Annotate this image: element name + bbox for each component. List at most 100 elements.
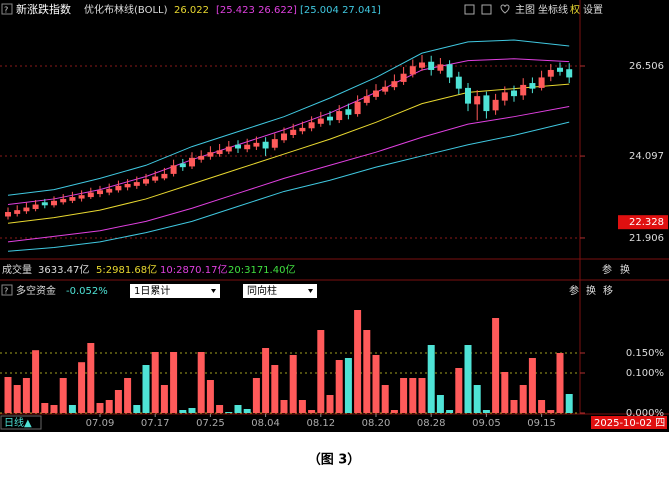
bar [142,365,150,413]
button[interactable]: 参 [569,284,579,297]
volume-item: 3633.47亿 [38,263,89,276]
candle-body [133,182,140,186]
period[interactable]: 日线▲ [4,416,32,429]
candle-body [419,62,425,68]
period-box[interactable] [0,415,42,430]
candle-body [538,77,545,88]
select[interactable] [130,284,220,298]
bar [13,385,21,413]
bar [225,412,233,413]
candle-body [189,157,195,167]
bar [455,368,463,413]
candle-body [78,195,85,199]
button[interactable]: 权 [570,3,580,16]
button[interactable]: 坐标线 [538,3,568,16]
bar [547,410,555,413]
bar [354,310,362,413]
button[interactable]: 设置 [583,4,603,16]
candle-body [566,69,573,78]
bar [519,385,527,413]
bar [188,408,196,413]
bar [22,378,30,413]
candle-body [308,122,315,129]
select-text[interactable]: 1日累计 [134,284,170,297]
candle-body [345,109,352,115]
bar [160,385,168,413]
candle-body [87,192,94,198]
y-tick-label: 0.150% [626,348,664,359]
bar [556,353,564,413]
arrow [211,289,216,293]
bar [271,365,279,413]
bar [565,394,573,413]
price-marker: 22.328 [629,217,664,228]
icon-text: ? [4,6,8,15]
candle-body [115,185,122,191]
x-tick-label: 09.05 [472,418,501,429]
button[interactable]: 参 [602,263,612,276]
candle-body [198,155,205,160]
icon[interactable] [481,4,492,15]
candle-body [216,150,223,155]
candle-body [5,212,11,217]
bar [381,385,389,413]
candle-body [437,64,444,71]
bar [197,352,205,413]
volume-item: 10:2870.17亿 [160,263,227,276]
volume-label: 成交量 [2,263,32,276]
bar [252,378,260,413]
candle-body [465,87,471,104]
bar [289,355,297,413]
button[interactable]: 移 [603,284,613,297]
candle-body [299,127,306,132]
candle-body [354,101,361,115]
bar [4,377,12,413]
bar [308,410,316,413]
bar [206,380,214,413]
toolbar-icons [464,4,510,15]
x-tick-label: 08.28 [417,418,446,429]
candle-body [428,61,435,70]
bar [151,352,159,413]
bar [436,395,444,413]
bar [179,410,187,413]
arrow [308,289,313,293]
x-tick-label: 07.17 [141,418,170,429]
button[interactable]: 换 [620,263,630,276]
candle-body [23,207,30,212]
candle-body [455,76,462,89]
y-tick-label: 0.100% [626,368,664,379]
bar [464,345,472,413]
candle-body [400,73,407,82]
candle-body [106,188,113,193]
bar [418,378,426,413]
bar [216,405,224,413]
bar [409,378,417,413]
select-text[interactable]: 同向柱 [247,284,277,297]
bar [446,410,454,413]
candle-body [32,204,39,210]
candle-body [143,179,149,184]
icon[interactable] [464,4,475,15]
icon[interactable] [1,3,13,15]
bar [234,405,242,413]
volume-item: 20:3171.40亿 [228,263,295,276]
button[interactable]: 主图 [515,4,535,16]
bar [59,378,67,413]
y-tick-label: 26.506 [629,61,664,72]
candle-body [60,198,67,203]
boll-line [7,121,570,252]
icon[interactable] [1,284,13,296]
candle-body [501,92,508,101]
button[interactable]: 换 [586,284,596,297]
bar [510,400,518,413]
icon[interactable] [500,4,510,14]
select[interactable] [243,284,317,298]
chart-title: 新涨跌指数 [16,2,71,16]
chart-title: 多空资金 [16,284,56,297]
bar [96,403,104,413]
candle-body [336,111,343,121]
bar [400,378,408,413]
candle-body [152,176,159,181]
